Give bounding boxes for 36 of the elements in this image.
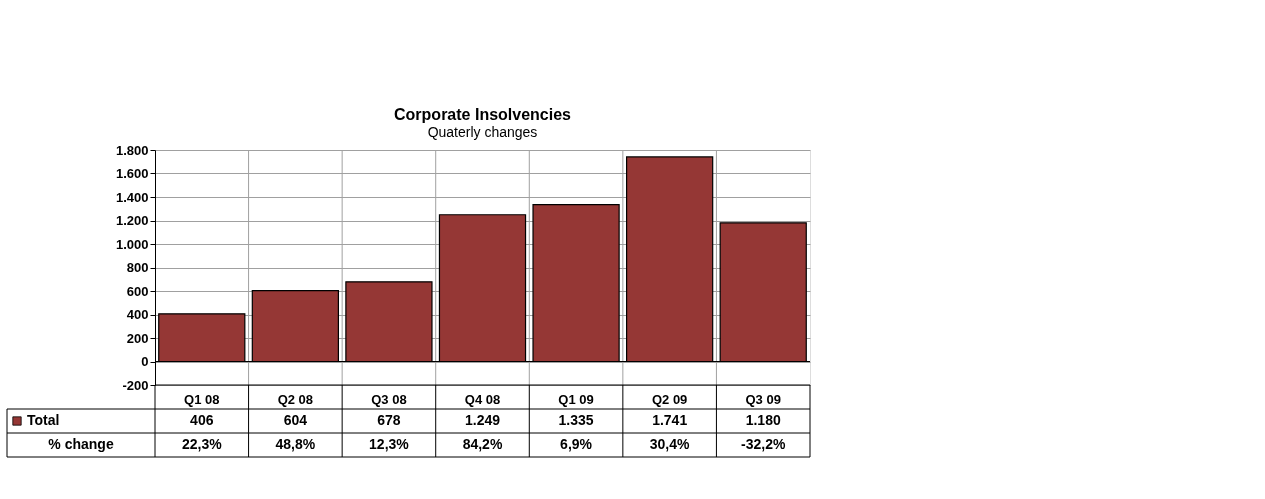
x-tick-label: Q4 08 [464, 391, 501, 407]
text: 22,3% [181, 436, 223, 452]
text: 604 [283, 412, 308, 428]
text: 1.335 [558, 412, 594, 428]
y-tick-label: -200 [122, 377, 149, 393]
x-tick-label: Q1 08 [184, 391, 220, 407]
y-tick-label: 1.600 [115, 166, 149, 181]
y-tick-label: 1.000 [115, 236, 149, 252]
text: 84,2% [462, 436, 503, 452]
y-tick-label: 800 [126, 260, 149, 275]
x-tick-label: Q3 08 [371, 391, 407, 407]
y-tick-label: 1.400 [115, 189, 149, 205]
x-tick-label: Q2 09 [651, 391, 688, 407]
x-tick-label: Q3 09 [745, 391, 781, 407]
text: 1.249 [464, 412, 501, 428]
y-tick-label: 1.800 [115, 142, 149, 158]
text: 1.180 [745, 412, 781, 428]
x-tick-label: Q1 09 [558, 391, 594, 407]
text: -32,2% [741, 436, 786, 452]
text: 1.741 [652, 412, 688, 428]
y-tick-label: 400 [126, 307, 149, 322]
y-tick-label: 600 [126, 283, 149, 299]
y-tick-label: 200 [126, 330, 149, 346]
text: 30,4% [649, 436, 691, 452]
text: % change [48, 436, 114, 452]
y-tick-label: 0 [141, 354, 149, 369]
legend-label: Total [27, 412, 60, 428]
chart-subtitle: Quaterly changes [427, 124, 538, 140]
text: 406 [190, 412, 214, 428]
x-tick-label: Q2 08 [277, 391, 314, 407]
y-tick-label: 1.200 [115, 213, 149, 228]
text: 12,3% [369, 436, 410, 452]
text: 6,9% [560, 436, 593, 452]
chart-title: Corporate Insolvencies [394, 106, 572, 123]
text: 678 [377, 412, 401, 428]
text: 48,8% [275, 436, 316, 452]
